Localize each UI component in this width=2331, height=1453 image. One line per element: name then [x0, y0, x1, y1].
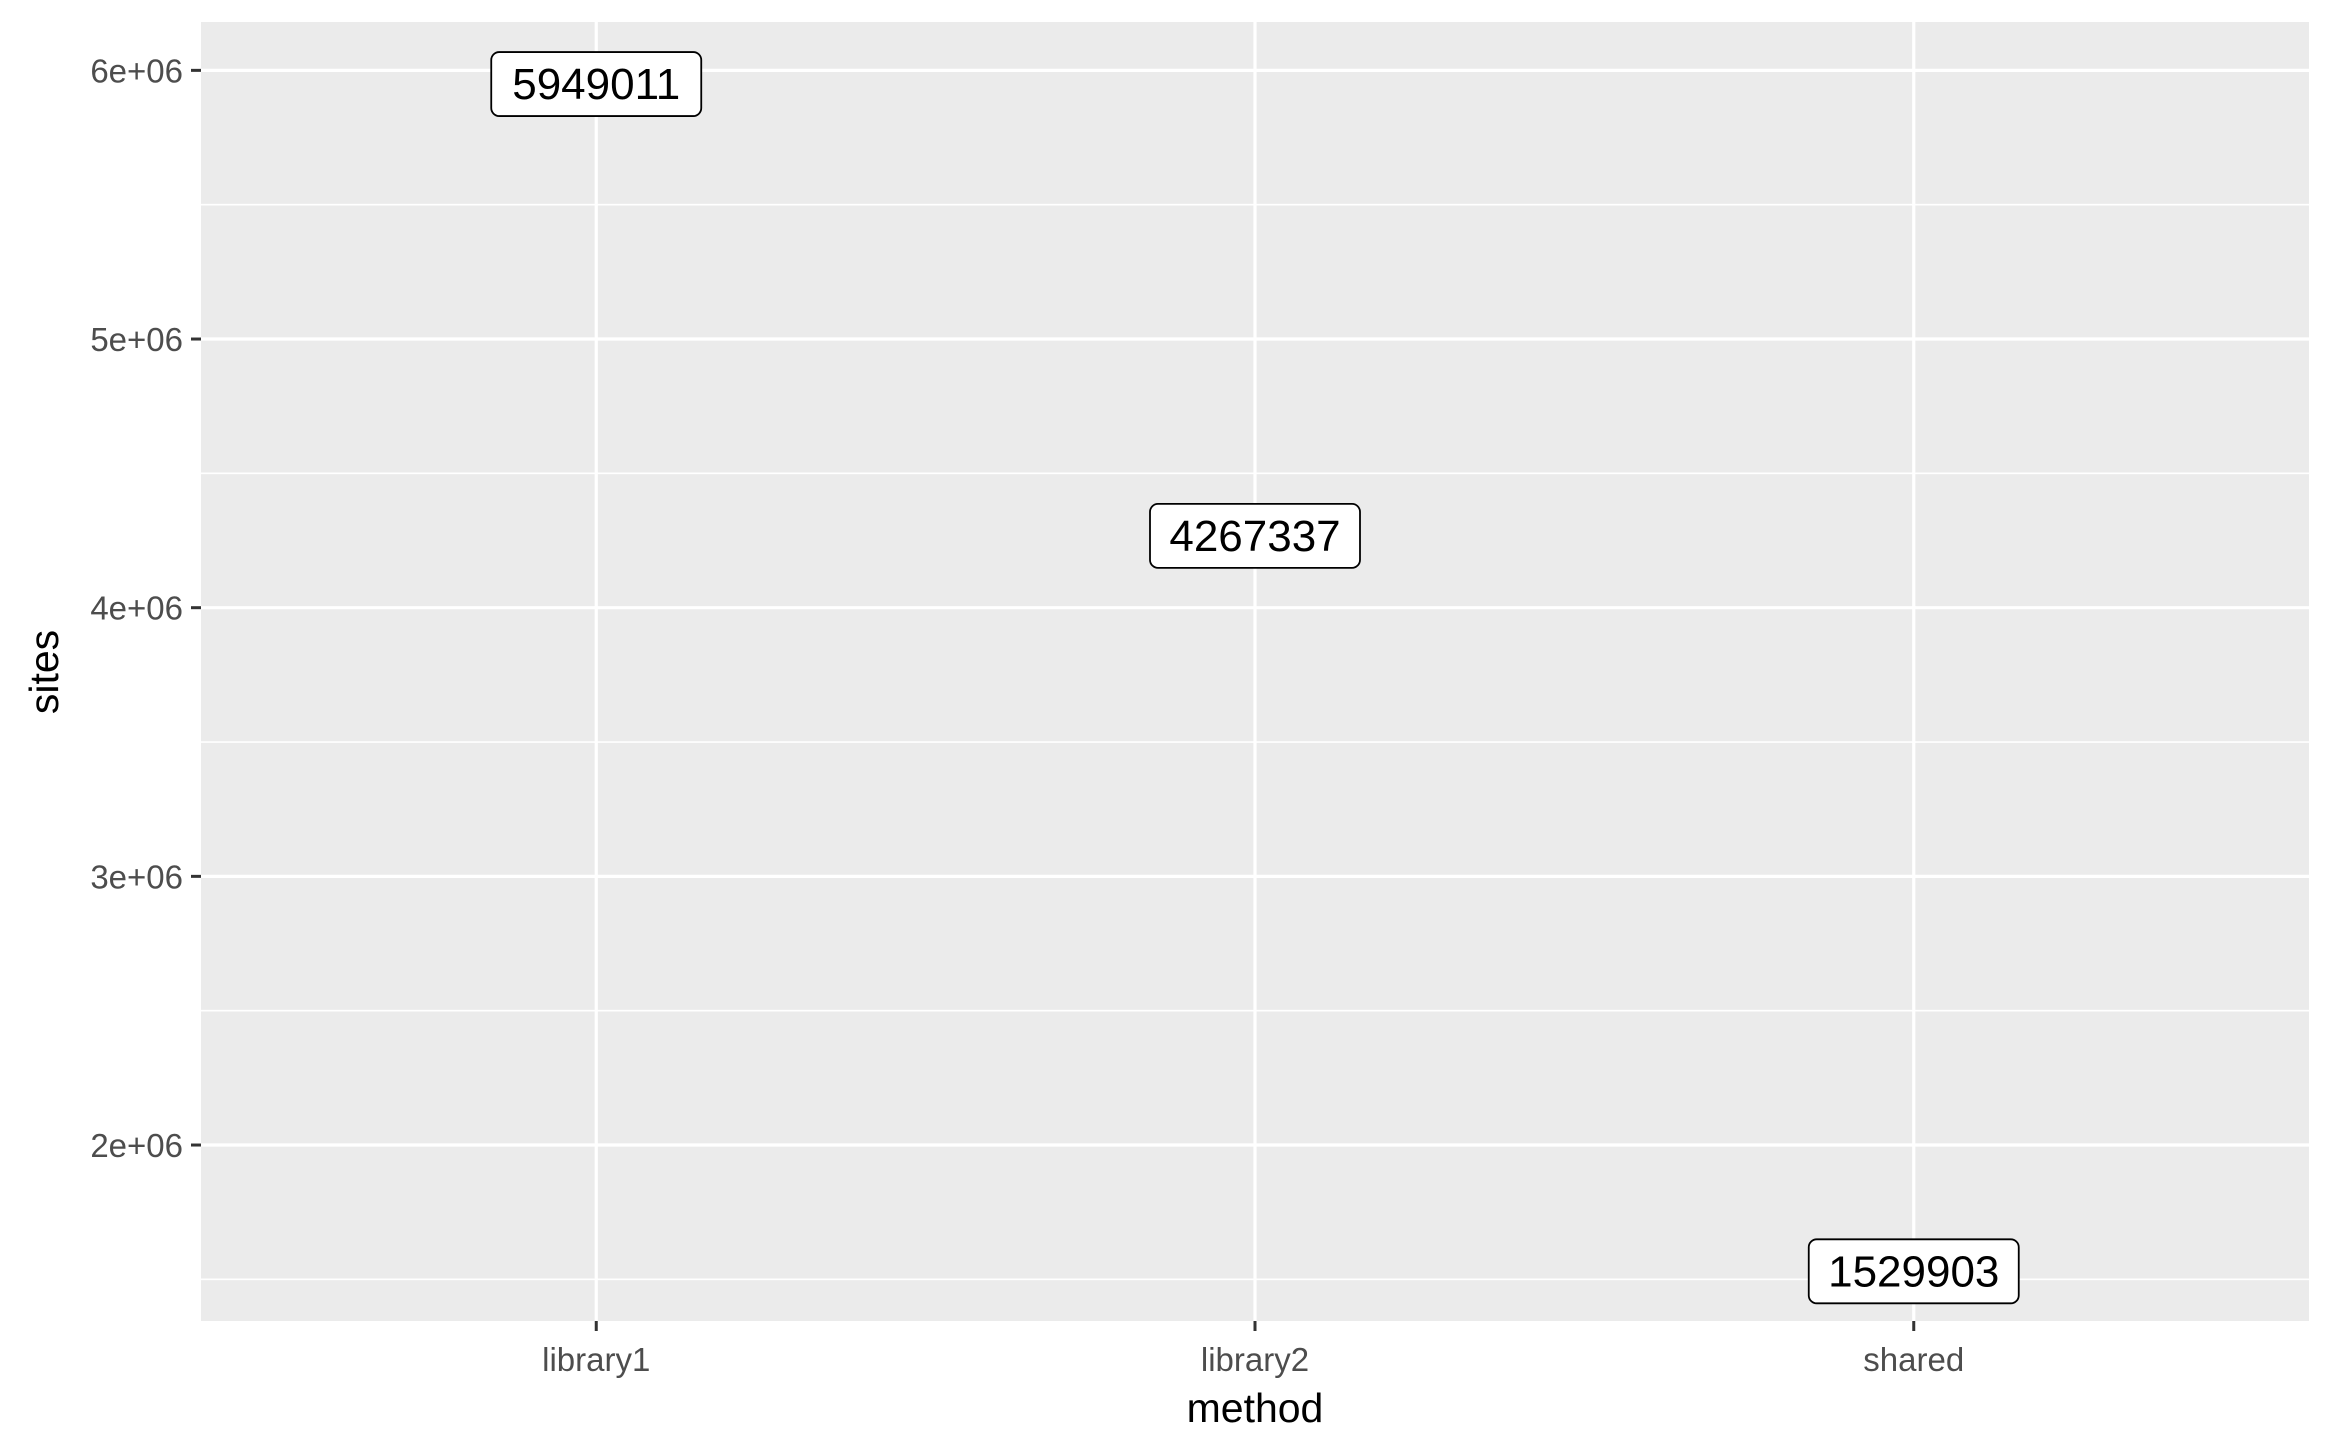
y-tick-label: 6e+06 — [90, 52, 183, 89]
x-tick-label: library1 — [542, 1341, 650, 1378]
y-tick-label: 4e+06 — [90, 590, 183, 627]
major-gridlines — [201, 22, 2309, 1321]
x-axis-title: method — [1187, 1385, 1324, 1431]
data-label-value: 1529903 — [1828, 1247, 1999, 1296]
x-tick-label: library2 — [1201, 1341, 1309, 1378]
data-label-box — [490, 51, 703, 117]
y-axis: 2e+06 3e+06 4e+06 5e+06 6e+06 — [90, 52, 201, 1164]
y-axis-title: sites — [21, 630, 67, 714]
data-label: 1529903 — [1807, 1238, 2020, 1305]
data-label: 5949011 — [490, 51, 703, 117]
x-tick-label: shared — [1863, 1341, 1964, 1378]
y-tick-label: 3e+06 — [90, 858, 183, 895]
data-label-value: 5949011 — [512, 60, 680, 109]
data-label-value: 4267337 — [1169, 512, 1340, 561]
y-tick-label: 2e+06 — [90, 1127, 183, 1164]
data-label: 4267337 — [1149, 502, 1361, 569]
y-tick-label: 5e+06 — [90, 321, 183, 358]
data-label-box — [1149, 502, 1361, 569]
data-labels: 5949011 4267337 1529903 — [490, 51, 2020, 1305]
x-axis: library1 library2 shared — [542, 1321, 1964, 1378]
data-label-box — [1807, 1238, 2020, 1305]
